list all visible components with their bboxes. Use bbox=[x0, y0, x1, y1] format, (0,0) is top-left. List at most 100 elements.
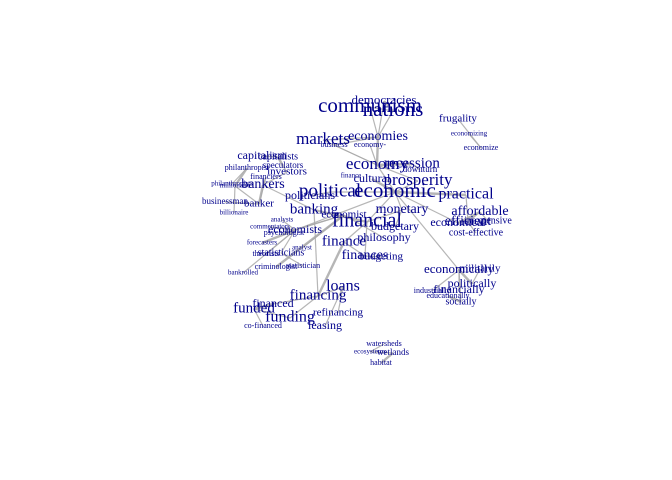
node-label-business: business bbox=[320, 140, 347, 149]
node-label-budgetary: budgetary bbox=[371, 219, 419, 233]
node-label-watersheds: watersheds bbox=[366, 339, 402, 348]
node-label-monetary: monetary bbox=[376, 202, 429, 217]
node-label-communism: communism bbox=[318, 93, 422, 117]
node-label-speculators: speculators bbox=[263, 160, 304, 170]
edge-affordable-efficient bbox=[467, 211, 481, 223]
node-label-nations: nations bbox=[363, 97, 424, 121]
edge-statisticians-statistician bbox=[280, 252, 304, 267]
edge-financing-funding bbox=[289, 295, 319, 319]
edge-recession-downturn bbox=[411, 163, 421, 171]
node-label-finance: finance bbox=[322, 233, 366, 249]
node-label-finance-sm: finance bbox=[341, 172, 362, 180]
node-label-philanthropists: philanthropists bbox=[211, 180, 253, 188]
node-label-statisticians: statisticians bbox=[258, 247, 305, 258]
node-label-financial: financial bbox=[332, 210, 402, 232]
node-label-politically: politically bbox=[448, 276, 497, 290]
node-label-budgeting: budgeting bbox=[359, 251, 403, 263]
edge-economist-analyst bbox=[301, 214, 345, 249]
edge-economic-prosperity bbox=[394, 180, 419, 193]
node-label-affordable: affordable bbox=[451, 204, 508, 219]
edge-economies-economy bbox=[375, 136, 380, 166]
edge-finance-finances bbox=[343, 241, 366, 257]
node-label-billionaire: billionaire bbox=[220, 209, 249, 217]
edge-economically-industrially bbox=[431, 269, 460, 292]
edge-banker-millionaire bbox=[234, 185, 260, 205]
edge-economic-cultural bbox=[371, 177, 396, 194]
node-label-financed: financed bbox=[252, 296, 293, 310]
node-label-economize: economize bbox=[464, 143, 499, 152]
edge-democracies-economies bbox=[377, 100, 385, 138]
node-label-financiers: financiers bbox=[250, 172, 282, 181]
edge-financing-financed bbox=[272, 295, 319, 305]
edge-economists-forecasters bbox=[261, 228, 296, 245]
edge-banking-bankers bbox=[262, 184, 315, 211]
edge-nations-economies bbox=[377, 110, 394, 138]
edge-economic-economically bbox=[394, 191, 460, 271]
edge-affordable-inexpensive bbox=[479, 211, 489, 222]
edge-banker-businessman bbox=[224, 201, 260, 205]
node-label-bankers: bankers bbox=[241, 177, 285, 192]
edge-millionaire-billionaire bbox=[233, 185, 236, 214]
edge-economic-monetary bbox=[394, 191, 403, 211]
edge-business-economy bbox=[333, 144, 378, 166]
node-label-socially: socially bbox=[445, 296, 476, 307]
edge-finance-financing bbox=[316, 241, 346, 297]
node-label-practical: practical bbox=[438, 186, 494, 203]
edge-ecosystems-wetlands bbox=[369, 351, 394, 354]
edge-bankers-financiers bbox=[262, 176, 267, 186]
node-label-cultural: cultural bbox=[354, 171, 391, 185]
edge-markets-economies bbox=[322, 136, 379, 141]
node-label-funding: funding bbox=[265, 309, 315, 326]
node-label-analysts: analysts bbox=[271, 216, 294, 224]
edge-economists-statisticians bbox=[280, 229, 296, 254]
node-label-philanthropist: philanthropist bbox=[225, 163, 270, 172]
node-label-cost-effective: cost-effective bbox=[449, 227, 504, 238]
node-label-millionaire: millionaire bbox=[220, 182, 251, 190]
edge-capitalism-capitalists bbox=[261, 155, 279, 158]
node-label-finances: finances bbox=[342, 248, 389, 263]
node-label-bankrolled: bankrolled bbox=[228, 269, 258, 277]
node-label-economical: economical bbox=[430, 215, 486, 229]
node-label-recession: recession bbox=[384, 155, 440, 171]
edge-capitalists-speculators bbox=[276, 156, 285, 167]
node-label-economy: economy bbox=[346, 154, 409, 173]
node-label-political: political bbox=[299, 180, 361, 201]
node-label-loans: loans bbox=[326, 278, 360, 295]
edge-economists-bankrolled bbox=[242, 229, 296, 274]
node-label-habitat: habitat bbox=[370, 358, 393, 367]
edge-economist-psychologist bbox=[283, 214, 345, 234]
edge-economy-economic bbox=[376, 164, 396, 193]
node-label-refinancing: refinancing bbox=[313, 307, 364, 319]
edge-philanthropists-philanthropist bbox=[231, 167, 248, 185]
node-label-prosperity: prosperity bbox=[384, 170, 453, 189]
edge-socially-educationally bbox=[447, 294, 462, 304]
edge-efficient-cost_effective bbox=[467, 221, 477, 234]
edge-monetary-budgetary bbox=[394, 209, 403, 228]
node-label-analyst: analyst bbox=[292, 244, 312, 252]
node-label-commentators: commentators bbox=[250, 223, 290, 231]
edge-economic-practical bbox=[394, 190, 467, 197]
node-label-philosophy: philosophy bbox=[357, 230, 410, 244]
edge-financing-loans bbox=[317, 286, 344, 297]
node-label-politicians: politicians bbox=[285, 188, 335, 202]
edge-political-politicians bbox=[309, 191, 331, 197]
edge-economically-politically bbox=[458, 269, 473, 285]
node-label-wetlands: wetlands bbox=[377, 347, 409, 357]
node-label-banker: banker bbox=[244, 198, 274, 210]
node-label-psychologist: psychologist bbox=[264, 228, 305, 237]
edge-economy-recession bbox=[376, 162, 413, 167]
node-label-capitalists: capitalists bbox=[258, 151, 298, 162]
node-label-economizing: economizing bbox=[451, 130, 488, 138]
edge-economists-commentators bbox=[269, 226, 296, 231]
node-label-funded: funded bbox=[233, 300, 275, 316]
edge-practical-efficient bbox=[465, 194, 469, 223]
node-label-economists: economists bbox=[268, 222, 322, 236]
edge-funding-funded bbox=[253, 308, 291, 319]
node-label-economist: economist bbox=[321, 209, 366, 221]
node-label-leasing: leasing bbox=[308, 318, 342, 332]
node-label-frugality: frugality bbox=[439, 113, 477, 125]
edge-watersheds-ecosystems bbox=[369, 343, 385, 353]
edge-finances-budgeting bbox=[364, 255, 382, 258]
